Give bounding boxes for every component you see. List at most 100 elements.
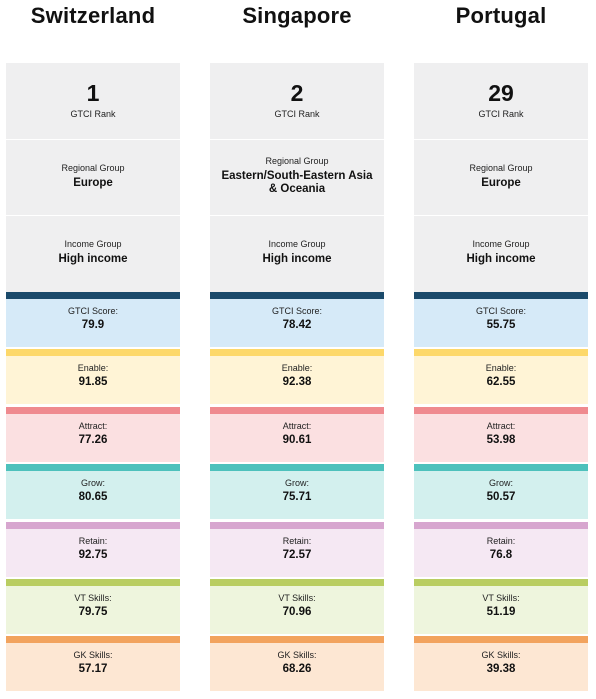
enable-score-value: 62.55 — [486, 376, 516, 389]
grow-score-bar — [414, 464, 588, 472]
attract-score-value: 90.61 — [282, 433, 312, 446]
regional-group-box: Regional Group Europe — [6, 140, 180, 215]
gtci-score-body: GTCI Score: 79.9 — [6, 299, 180, 347]
country-name: Portugal — [455, 3, 547, 28]
enable-score-body: Enable: 91.85 — [6, 356, 180, 405]
grow-score-label: Grow: — [80, 478, 105, 489]
regional-group-value: Eastern/South-Eastern Asia & Oceania — [221, 170, 373, 195]
gk-skills-score-block: GK Skills: 68.26 — [210, 636, 384, 692]
enable-score-block: Enable: 92.38 — [210, 349, 384, 405]
retain-score-body: Retain: 92.75 — [6, 528, 180, 577]
attract-score-bar — [414, 406, 588, 414]
vt-skills-score-body: VT Skills: 70.96 — [210, 586, 384, 634]
grow-score-block: Grow: 75.71 — [210, 464, 384, 520]
attract-score-block: Attract: 90.61 — [210, 406, 384, 462]
country-card-switzerland: Switzerland 1 GTCI Rank Regional Group E… — [6, 0, 180, 692]
rank-value: 29 — [488, 80, 514, 106]
vt-skills-score-bar — [210, 579, 384, 586]
vt-skills-score-value: 79.75 — [78, 606, 108, 618]
enable-score-body: Enable: 92.38 — [210, 356, 384, 405]
rank-label: GTCI Rank — [70, 109, 116, 119]
gk-skills-score-block: GK Skills: 39.38 — [414, 636, 588, 692]
regional-group-box: Regional Group Europe — [414, 140, 588, 215]
gk-skills-score-bar — [6, 636, 180, 644]
vt-skills-score-block: VT Skills: 51.19 — [414, 579, 588, 634]
rank-box: 2 GTCI Rank — [210, 63, 384, 139]
gtci-score-value: 78.42 — [282, 319, 312, 331]
retain-score-label: Retain: — [282, 535, 312, 546]
income-group-label: Income Group — [64, 239, 122, 249]
regional-group-box: Regional Group Eastern/South-Eastern Asi… — [210, 140, 384, 215]
gtci-score-bar — [210, 292, 384, 299]
income-group-box: Income Group High income — [6, 216, 180, 292]
grow-score-block: Grow: 80.65 — [6, 464, 180, 520]
grow-score-bar — [210, 464, 384, 472]
retain-score-bar — [414, 521, 588, 529]
gtci-score-block: GTCI Score: 55.75 — [414, 292, 588, 347]
rank-label: GTCI Rank — [274, 109, 320, 119]
gk-skills-score-label: GK Skills: — [481, 650, 521, 661]
income-group-label: Income Group — [268, 239, 326, 249]
country-name: Singapore — [242, 3, 352, 28]
gk-skills-score-bar — [414, 636, 588, 644]
retain-score-label: Retain: — [78, 535, 108, 546]
rank-value: 1 — [86, 80, 100, 106]
vt-skills-score-bar — [414, 579, 588, 586]
retain-score-value: 72.57 — [282, 548, 312, 561]
enable-score-block: Enable: 91.85 — [6, 349, 180, 405]
gtci-score-bar — [6, 292, 180, 299]
gtci-score-body: GTCI Score: 55.75 — [414, 299, 588, 347]
enable-score-bar — [414, 349, 588, 357]
grow-score-value: 75.71 — [282, 491, 312, 504]
vt-skills-score-body: VT Skills: 51.19 — [414, 586, 588, 634]
enable-score-bar — [6, 349, 180, 357]
grow-score-body: Grow: 75.71 — [210, 471, 384, 520]
grow-score-value: 80.65 — [78, 491, 108, 504]
attract-score-body: Attract: 90.61 — [210, 413, 384, 462]
attract-score-label: Attract: — [486, 420, 516, 431]
vt-skills-score-label: VT Skills: — [74, 593, 112, 603]
vt-skills-score-label: VT Skills: — [278, 593, 316, 603]
country-card-portugal: Portugal 29 GTCI Rank Regional Group Eur… — [414, 0, 588, 692]
gk-skills-score-body: GK Skills: 68.26 — [210, 643, 384, 692]
income-group-value: High income — [262, 253, 332, 265]
enable-score-label: Enable: — [485, 363, 517, 374]
enable-score-body: Enable: 62.55 — [414, 356, 588, 405]
gtci-score-block: GTCI Score: 78.42 — [210, 292, 384, 347]
attract-score-bar — [210, 406, 384, 414]
retain-score-label: Retain: — [486, 535, 516, 546]
regional-group-value: Europe — [73, 177, 113, 189]
attract-score-value: 77.26 — [78, 433, 108, 446]
retain-score-block: Retain: 92.75 — [6, 521, 180, 577]
country-name: Switzerland — [30, 3, 156, 28]
gk-skills-score-body: GK Skills: 39.38 — [414, 643, 588, 692]
rank-value: 2 — [290, 80, 304, 106]
rank-label: GTCI Rank — [478, 109, 524, 119]
attract-score-body: Attract: 77.26 — [6, 413, 180, 462]
vt-skills-score-block: VT Skills: 70.96 — [210, 579, 384, 634]
grow-score-body: Grow: 50.57 — [414, 471, 588, 520]
gtci-score-block: GTCI Score: 79.9 — [6, 292, 180, 347]
attract-score-bar — [6, 406, 180, 414]
vt-skills-score-value: 51.19 — [486, 606, 516, 618]
gk-skills-score-label: GK Skills: — [277, 650, 317, 661]
retain-score-value: 92.75 — [78, 548, 108, 561]
regional-group-value: Europe — [481, 177, 521, 189]
retain-score-bar — [210, 521, 384, 529]
gk-skills-score-label: GK Skills: — [73, 650, 113, 661]
enable-score-label: Enable: — [281, 363, 313, 374]
rank-box: 29 GTCI Rank — [414, 63, 588, 139]
enable-score-block: Enable: 62.55 — [414, 349, 588, 405]
attract-score-block: Attract: 53.98 — [414, 406, 588, 462]
enable-score-value: 91.85 — [78, 376, 108, 389]
vt-skills-score-value: 70.96 — [282, 606, 312, 618]
gtci-score-value: 79.9 — [81, 319, 105, 331]
vt-skills-score-bar — [6, 579, 180, 586]
enable-score-label: Enable: — [77, 363, 109, 374]
enable-score-bar — [210, 349, 384, 357]
income-group-box: Income Group High income — [414, 216, 588, 292]
gtci-score-value: 55.75 — [486, 319, 516, 331]
gk-skills-score-bar — [210, 636, 384, 644]
grow-score-label: Grow: — [488, 478, 513, 489]
gtci-score-label: GTCI Score: — [475, 306, 526, 316]
